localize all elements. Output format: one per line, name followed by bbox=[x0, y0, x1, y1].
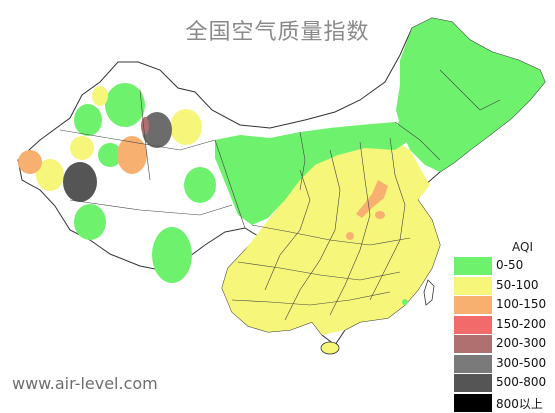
legend-label: 300-500 bbox=[496, 355, 547, 370]
legend-item: 500-800 bbox=[454, 374, 548, 393]
region-sensitive-west-1 bbox=[117, 136, 147, 174]
region-good-northeast bbox=[396, 18, 545, 172]
region-moderate-west-2 bbox=[36, 159, 64, 191]
region-good-ne-blob2 bbox=[398, 113, 426, 137]
region-good-north bbox=[215, 122, 410, 225]
china-aqi-map bbox=[17, 17, 546, 355]
watermark: www.air-level.com bbox=[12, 374, 158, 393]
hainan-island bbox=[320, 341, 340, 355]
legend-item: 300-500 bbox=[454, 354, 548, 374]
region-sensitive-central-2 bbox=[346, 232, 354, 240]
region-hazardous-west bbox=[63, 162, 97, 202]
region-very-unhealthy-west bbox=[142, 112, 172, 148]
region-moderate-west-3 bbox=[70, 136, 94, 160]
legend-swatch bbox=[454, 335, 492, 353]
region-good-ne-blob bbox=[430, 22, 458, 62]
legend-label: 150-200 bbox=[496, 316, 547, 331]
legend-swatch bbox=[454, 354, 492, 373]
region-good-west-1 bbox=[105, 83, 145, 127]
legend-item: 200-300 bbox=[454, 335, 548, 354]
legend-item: 0-50 bbox=[454, 257, 548, 276]
legend-label: 0-50 bbox=[496, 258, 524, 272]
legend-item: 800以上 bbox=[454, 393, 548, 413]
region-good-west-5 bbox=[152, 227, 192, 283]
legend-swatch bbox=[454, 257, 492, 275]
region-sensitive-central-3 bbox=[375, 211, 385, 219]
region-good-west-4 bbox=[74, 204, 106, 240]
province-borders bbox=[59, 69, 501, 321]
legend-label: 800以上 bbox=[496, 396, 543, 411]
legend-label: 200-300 bbox=[496, 336, 547, 350]
legend-swatch bbox=[454, 276, 492, 295]
coastal-green-dot bbox=[402, 299, 408, 305]
taiwan-island bbox=[423, 279, 435, 306]
legend-swatch bbox=[454, 315, 492, 334]
legend-item: 150-200 bbox=[454, 315, 548, 335]
region-good-west-2 bbox=[74, 104, 102, 136]
legend-label: 500-800 bbox=[496, 375, 547, 389]
legend-title: AQI bbox=[512, 240, 533, 254]
region-sensitive-west-2 bbox=[18, 150, 42, 174]
legend-item: 100-150 bbox=[454, 296, 548, 315]
legend-item: 50-100 bbox=[454, 276, 548, 296]
region-good-west-3 bbox=[184, 167, 216, 203]
legend-label: 100-150 bbox=[496, 297, 547, 311]
region-moderate-west-1 bbox=[170, 109, 202, 145]
region-moderate-west-4 bbox=[92, 86, 108, 106]
map-title: 全国空气质量指数 bbox=[185, 20, 370, 45]
legend-swatch bbox=[454, 296, 492, 314]
legend-label: 50-100 bbox=[496, 277, 539, 292]
region-sensitive-central bbox=[356, 180, 388, 218]
region-good-west-6 bbox=[98, 143, 122, 167]
region-unhealthy-west-sliver bbox=[141, 117, 149, 135]
legend-swatch bbox=[454, 393, 492, 412]
legend-swatch bbox=[454, 374, 492, 392]
